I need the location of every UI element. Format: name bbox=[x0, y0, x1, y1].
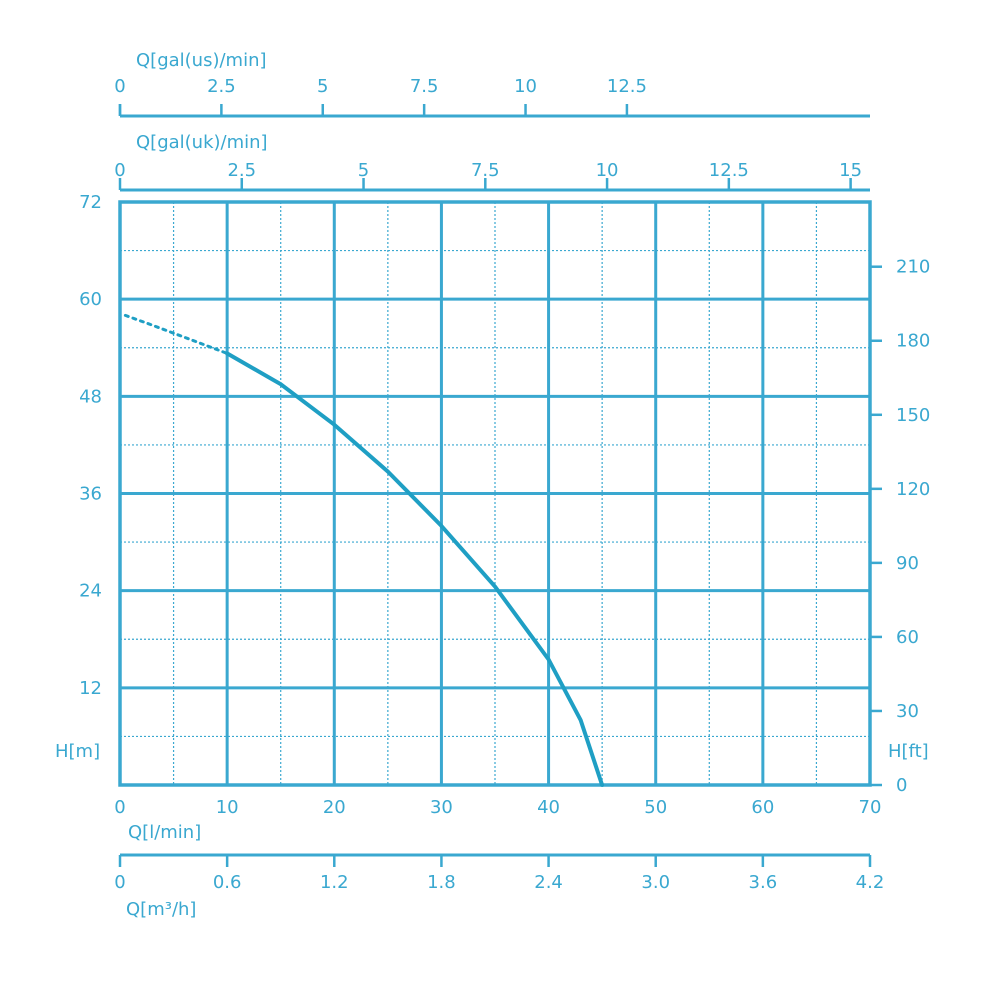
y-tick-label: 12 bbox=[79, 678, 102, 699]
y-tick-label: 48 bbox=[79, 386, 102, 407]
curve-head-flow bbox=[225, 351, 605, 787]
x-top-uk-tick-label: 0 bbox=[114, 160, 125, 181]
x-bottom-m3h-tick-label: 0.6 bbox=[213, 872, 242, 893]
x-top-us-axis-label: Q[gal(us)/min] bbox=[136, 50, 267, 71]
x-tick-label: 10 bbox=[216, 797, 239, 818]
x-tick-label: 70 bbox=[859, 797, 882, 818]
x-top-uk-axis-label: Q[gal(uk)/min] bbox=[136, 132, 268, 153]
x-top-uk-tick-label: 5 bbox=[358, 160, 369, 181]
x-top-uk-tick-label: 15 bbox=[839, 160, 862, 181]
y-right-tick-label: 180 bbox=[896, 331, 930, 352]
y-right-tick-label: 120 bbox=[896, 479, 930, 500]
x-top-us-tick-label: 7.5 bbox=[410, 76, 439, 97]
y-tick-label: 60 bbox=[79, 289, 102, 310]
x-tick-label: 60 bbox=[751, 797, 774, 818]
x-bottom-m3h-tick-label: 1.8 bbox=[427, 872, 456, 893]
labels-group: H[m] H[ft] Q[l/min] Q[gal(us)/min] Q[gal… bbox=[55, 50, 929, 920]
x-tick-label: 0 bbox=[114, 797, 125, 818]
y-tick-label: 72 bbox=[79, 192, 102, 213]
x-bottom-m3h-tick-label: 4.2 bbox=[856, 872, 885, 893]
y-axis-label: H[m] bbox=[55, 741, 100, 762]
x-top-uk-tick-label: 2.5 bbox=[227, 160, 256, 181]
plot-frame bbox=[118, 200, 872, 787]
x-top-us-tick-label: 12.5 bbox=[607, 76, 647, 97]
x-top-uk-tick-label: 12.5 bbox=[709, 160, 749, 181]
x-bottom-m3h-tick-label: 3.0 bbox=[641, 872, 670, 893]
x-top-uk-tick-label: 10 bbox=[596, 160, 619, 181]
x-bottom-m3h-axis-label: Q[m³/h] bbox=[126, 899, 196, 920]
y-right-tick-label: 0 bbox=[896, 775, 907, 796]
x-top-us-tick-label: 2.5 bbox=[207, 76, 236, 97]
x-top-us-tick-label: 5 bbox=[317, 76, 328, 97]
x-bottom-m3h-tick-label: 0 bbox=[114, 872, 125, 893]
x-bottom-m3h-tick-label: 1.2 bbox=[320, 872, 349, 893]
grid-major bbox=[120, 202, 870, 785]
x-top-us-tick-label: 0 bbox=[114, 76, 125, 97]
x-top-uk-tick-label: 7.5 bbox=[471, 160, 500, 181]
y-tick-label: 36 bbox=[79, 484, 102, 505]
series-group bbox=[123, 313, 605, 787]
x-axis-label: Q[l/min] bbox=[128, 822, 201, 843]
y-right-tick-label: 90 bbox=[896, 553, 919, 574]
y-right-tick-label: 60 bbox=[896, 627, 919, 648]
x-bottom-m3h-tick-label: 2.4 bbox=[534, 872, 563, 893]
y-right-tick-label: 210 bbox=[896, 257, 930, 278]
x-top-us-tick-label: 10 bbox=[514, 76, 537, 97]
y-right-tick-label: 30 bbox=[896, 701, 919, 722]
y-tick-label: 24 bbox=[79, 581, 102, 602]
x-tick-label: 50 bbox=[644, 797, 667, 818]
y-right-tick-label: 150 bbox=[896, 405, 930, 426]
x-tick-label: 40 bbox=[537, 797, 560, 818]
x-tick-label: 30 bbox=[430, 797, 453, 818]
x-tick-label: 20 bbox=[323, 797, 346, 818]
y-right-axis-label: H[ft] bbox=[888, 741, 929, 762]
x-bottom-m3h-tick-label: 3.6 bbox=[749, 872, 778, 893]
